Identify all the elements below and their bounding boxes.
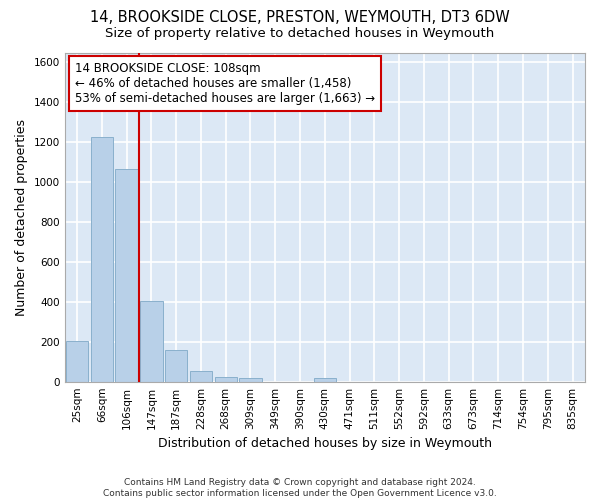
Bar [115, 169, 138, 382]
Y-axis label: Number of detached properties: Number of detached properties [15, 118, 28, 316]
Bar [91, 138, 113, 382]
Bar [314, 378, 336, 382]
Text: 14 BROOKSIDE CLOSE: 108sqm
← 46% of detached houses are smaller (1,458)
53% of s: 14 BROOKSIDE CLOSE: 108sqm ← 46% of deta… [75, 62, 375, 106]
Text: 14, BROOKSIDE CLOSE, PRESTON, WEYMOUTH, DT3 6DW: 14, BROOKSIDE CLOSE, PRESTON, WEYMOUTH, … [90, 10, 510, 25]
Bar [140, 301, 163, 382]
Bar [165, 350, 187, 382]
Bar [190, 372, 212, 382]
Bar [215, 376, 237, 382]
Text: Contains HM Land Registry data © Crown copyright and database right 2024.
Contai: Contains HM Land Registry data © Crown c… [103, 478, 497, 498]
Bar [239, 378, 262, 382]
Bar [66, 341, 88, 382]
X-axis label: Distribution of detached houses by size in Weymouth: Distribution of detached houses by size … [158, 437, 492, 450]
Text: Size of property relative to detached houses in Weymouth: Size of property relative to detached ho… [106, 28, 494, 40]
